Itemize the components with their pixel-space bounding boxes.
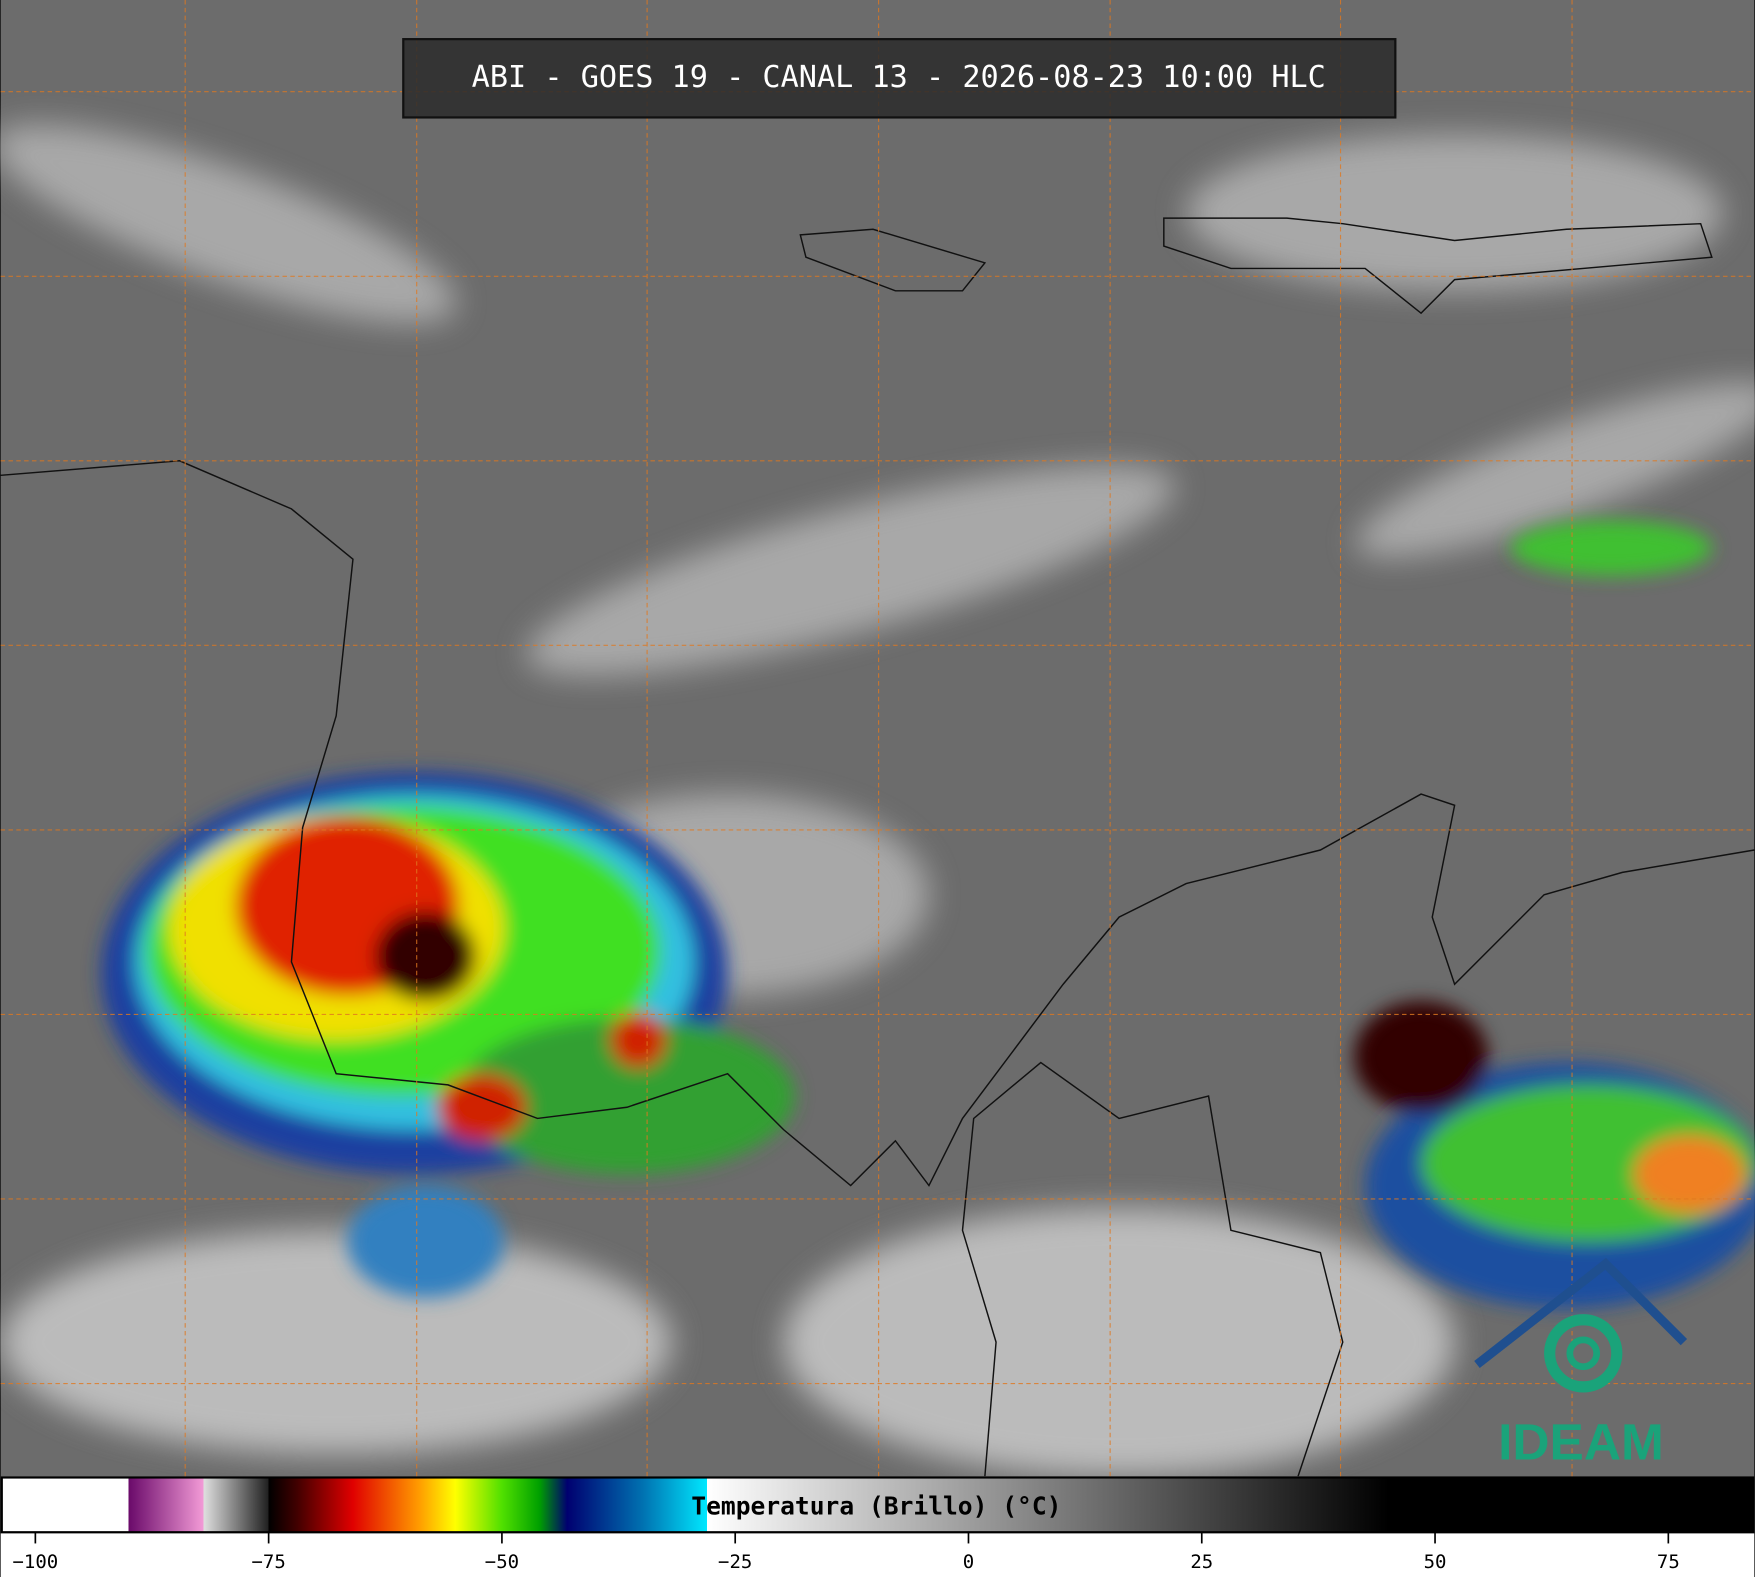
x-tick-label: −100 bbox=[12, 1551, 58, 1573]
x-tick-label: 75 bbox=[1657, 1551, 1680, 1573]
x-tick-label: −25 bbox=[718, 1551, 752, 1573]
x-tick-label: −50 bbox=[485, 1551, 519, 1573]
logo: IDEAM bbox=[1474, 1257, 1688, 1471]
logo-text: IDEAM bbox=[1498, 1413, 1664, 1471]
colorbar-ramp bbox=[0, 1476, 1755, 1534]
imagery bbox=[0, 0, 1755, 1477]
title: ABI - GOES 19 - CANAL 13 - 2026-08-23 10… bbox=[472, 60, 1326, 95]
colorbar-label: Temperatura (Brillo) (°C) bbox=[691, 1492, 1061, 1521]
title-box bbox=[402, 38, 1397, 119]
x-tick-label: 0 bbox=[963, 1551, 974, 1573]
x-tick-label: −75 bbox=[251, 1551, 285, 1573]
x-tick-label: 25 bbox=[1190, 1551, 1213, 1573]
colorbar: Temperatura (Brillo) (°C) −100 −75 −50 −25 0… bbox=[0, 1476, 1755, 1577]
x-tick-label: 50 bbox=[1424, 1551, 1447, 1573]
